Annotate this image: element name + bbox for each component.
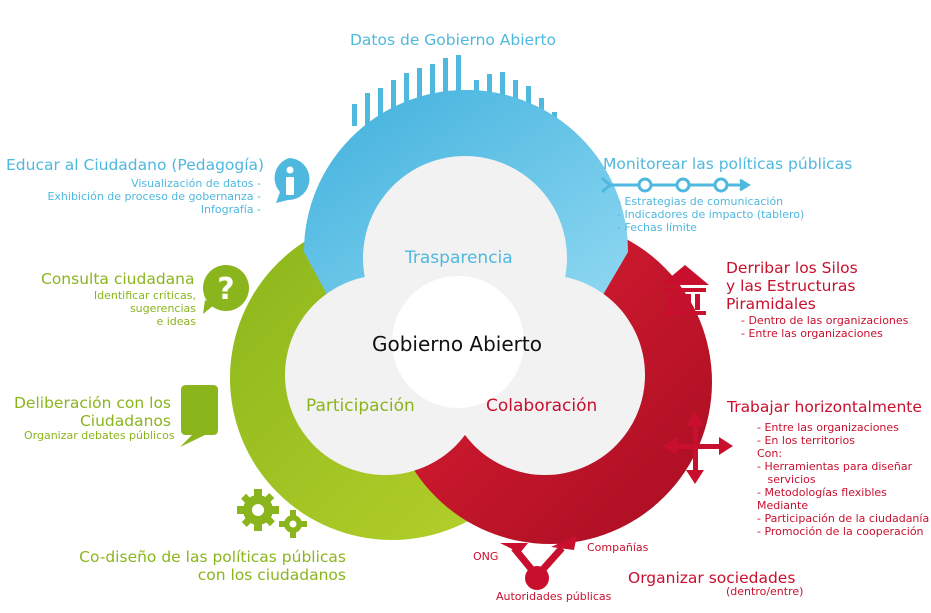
partnerships-title: Organizar sociedades [628,569,796,587]
node-label-companies: Compañías [587,541,649,554]
lobe-label-transparency: Trasparencia [405,248,513,268]
network-icon [500,535,577,590]
monitor-list: - Estrategias de comunicación - Indicado… [617,195,804,234]
consultation-item: Identificar críticas, [93,289,196,302]
educate-item: Infografía - [200,203,261,216]
building-icon [661,265,709,315]
silos-title-line: y las Estructuras [726,277,856,295]
educate-title: Educar al Ciudadano (Pedagogía) [6,156,265,174]
partnerships-subtitle: (dentro/entre) [726,585,804,598]
node-label-ong: ONG [473,550,499,563]
monitor-title: Monitorear las políticas públicas [603,155,853,173]
consultation-item: sugerencias [129,302,196,315]
node-label-public-authorities: Autoridades públicas [496,590,612,603]
educate-item: Visualización de datos - [131,177,261,190]
gears-icon [237,489,307,538]
horizontal-item: Mediante [757,499,809,512]
educate-list: Visualización de datos - Exhibición de p… [47,177,261,216]
speech-bubble-icon [180,385,218,447]
silos-title-line: Piramidales [726,295,816,313]
silos-item: - Dentro de las organizaciones [741,314,909,327]
lobe-label-collaboration: Colaboración [486,396,598,416]
silos-list: - Dentro de las organizaciones - Entre l… [741,314,908,340]
horizontal-item: - Entre las organizaciones [757,421,899,434]
consultation-list: Identificar críticas, sugerencias e idea… [94,289,196,328]
monitor-item: - Fechas límite [617,221,697,234]
horizontal-item: - Promoción de la cooperación [757,525,924,538]
horizontal-item: - Metodologías flexibles [757,486,887,499]
horizontal-item: Con: [757,447,783,460]
deliberation-title-line: Ciudadanos [79,412,171,430]
deliberation-item: Organizar debates públicos [24,429,175,442]
info-icon [274,158,310,203]
monitor-item: - Estrategias de comunicación [617,195,784,208]
codesign-title: Co-diseño de las políticas públicas con … [79,548,346,584]
educate-item: Exhibición de proceso de gobernanza - [47,190,261,203]
consultation-title: Consulta ciudadana [41,270,195,288]
center-title: Gobierno Abierto [372,332,542,356]
silos-item: - Entre las organizaciones [741,327,883,340]
move-arrows-icon [663,412,733,484]
lobe-label-participation: Participación [306,396,415,416]
horizontal-item: - Participación de la ciudadanía [757,512,930,525]
horizontal-item: - En los territorios [757,434,855,447]
codesign-title-line: Co-diseño de las políticas públicas [79,548,346,566]
timeline-icon [601,176,751,194]
silos-title: Derribar los Silos y las Estructuras Pir… [726,259,858,313]
horizontal-item: - Herramientas para diseñar [757,460,913,473]
question-icon: ? [203,265,249,314]
deliberation-title: Deliberación con los Ciudadanos [14,394,171,430]
codesign-title-line: con los ciudadanos [197,566,346,584]
silos-title-line: Derribar los Silos [726,259,858,277]
center-disc [392,276,524,408]
horizontal-title: Trabajar horizontalmente [727,398,922,416]
top-section-title: Datos de Gobierno Abierto [350,31,557,49]
horizontal-item: servicios [757,473,816,486]
monitor-item: - Indicadores de impacto (tablero) [617,208,805,221]
deliberation-title-line: Deliberación con los [13,394,171,412]
horizontal-list: - Entre las organizaciones - En los terr… [757,421,929,538]
consultation-item: e ideas [156,315,196,328]
svg-text:?: ? [217,272,234,307]
